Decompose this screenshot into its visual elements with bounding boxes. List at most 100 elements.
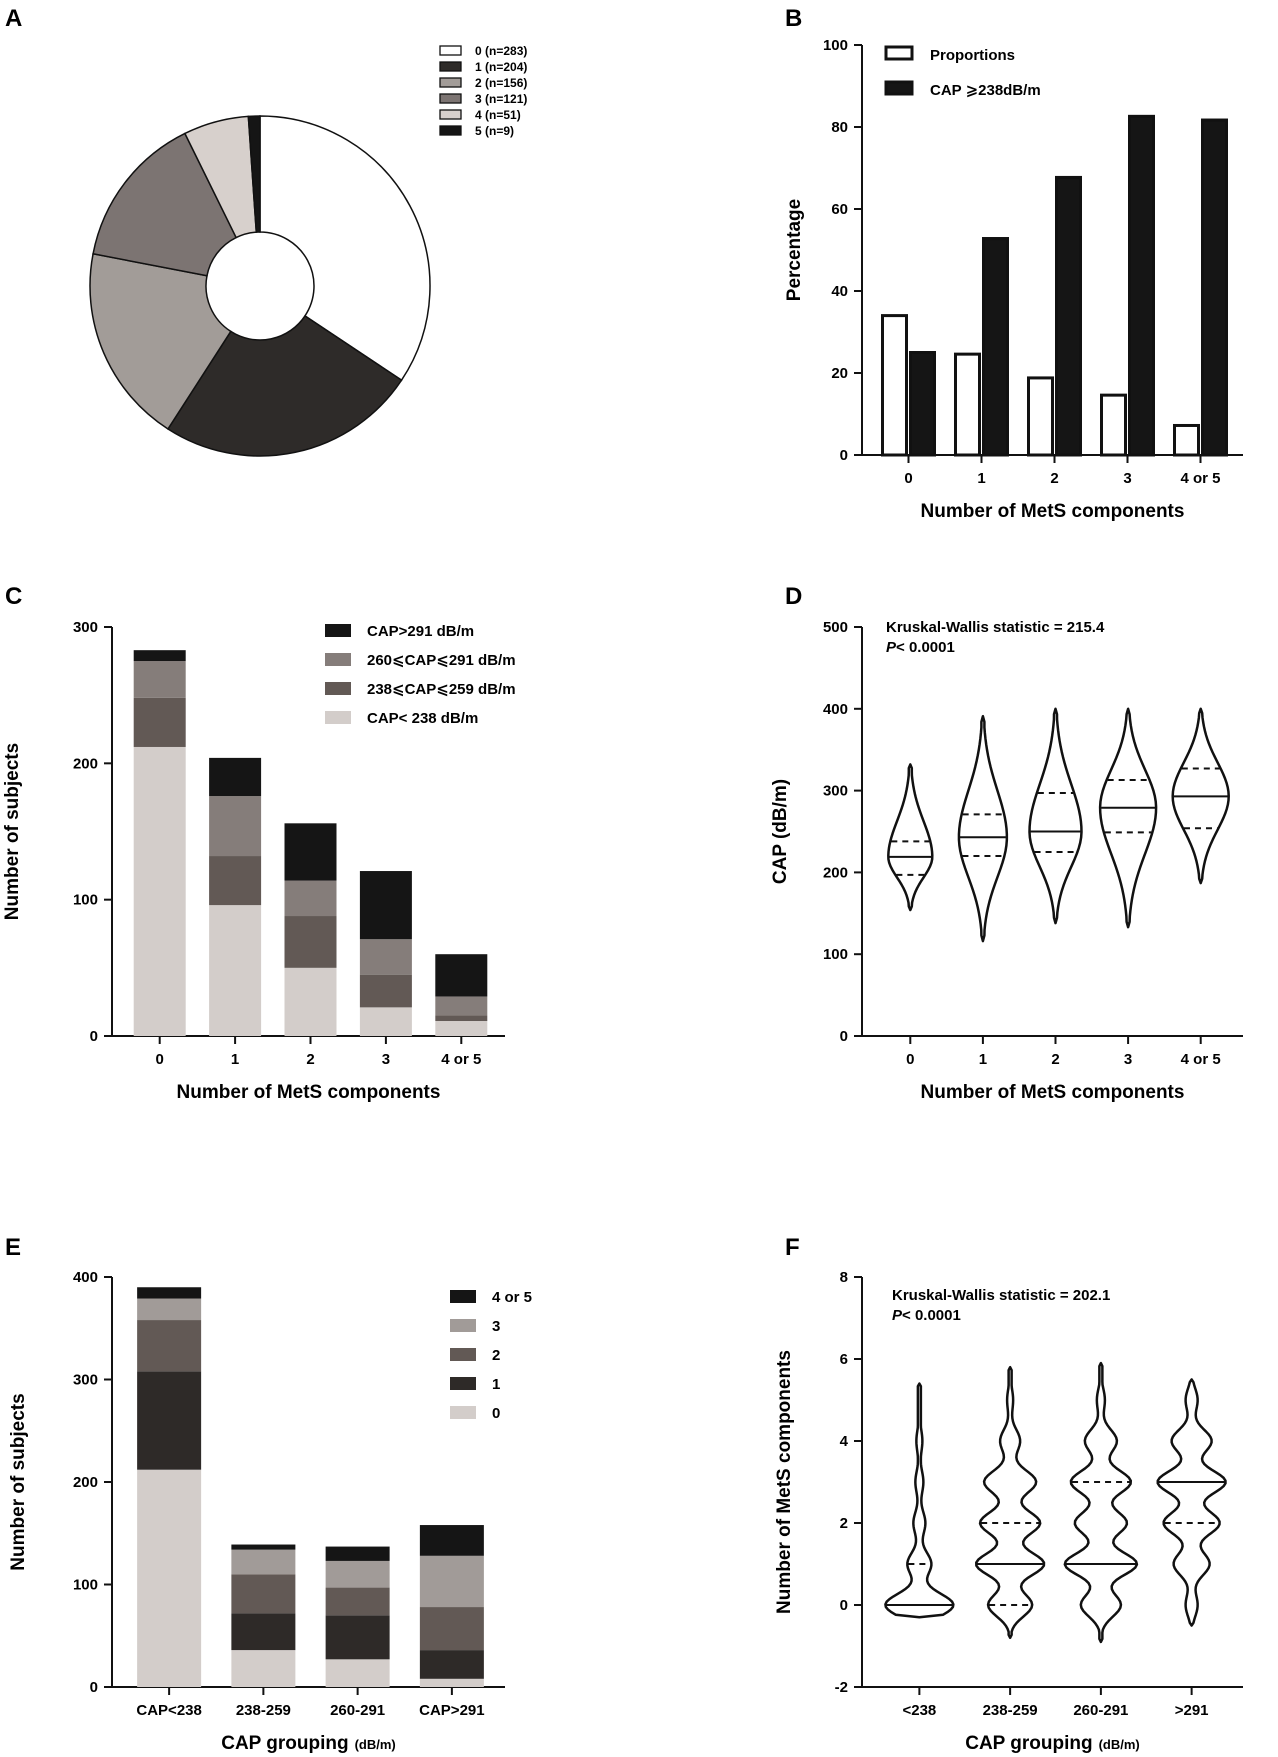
stack-segment [359,939,412,975]
stack-segment [231,1613,296,1651]
legend-swatch [325,624,351,637]
x-tick-label: 4 or 5 [1180,470,1220,487]
y-tick-label: -2 [835,1679,848,1696]
x-tick-label: 2 [1051,1051,1059,1068]
y-tick-label: 200 [73,1474,98,1491]
x-tick-label: 3 [1124,1051,1132,1068]
y-tick-label: 500 [823,619,848,636]
stack-segment [325,1560,390,1588]
stack-segment [359,871,412,940]
x-axis-title: Number of MetS components [921,501,1185,522]
legend-swatch [325,711,351,724]
y-tick-label: 300 [73,619,98,636]
stack-segment [133,697,186,747]
legend-swatch [439,45,462,56]
y-tick-label: 60 [831,201,848,218]
panel-letter: D [785,583,802,610]
stat-annotation: Kruskal-Wallis statistic = 202.1 [892,1287,1110,1304]
stack-segment [419,1650,484,1679]
y-axis-title: CAP (dB/m) [770,779,791,884]
stack-segment [284,916,337,968]
stack-segment [231,1574,296,1614]
x-axis-title-text: Number of MetS components [177,1082,441,1103]
bar-cap [909,351,936,457]
stack-segment [419,1607,484,1651]
y-tick-label: 200 [823,864,848,881]
violin-body [887,763,934,912]
y-tick-label: 100 [823,946,848,963]
stack-segment [359,974,412,1008]
legend-swatch [450,1319,476,1332]
legend-swatch [439,93,462,104]
y-tick-label: 2 [840,1515,848,1532]
panel-d: 0 100 200 300 400 500 0 1 2 3 4 or 5 CAP (dB/m) Numb… [770,583,1243,1103]
stack-segment [209,905,262,1036]
x-tick-label: 1 [231,1051,239,1068]
x-axis-unit: (dB/m) [1099,1737,1140,1752]
stack-segment [419,1555,484,1608]
legend-label: 3 [492,1318,500,1335]
stack-segment [359,1007,412,1036]
y-tick-label: 0 [90,1679,98,1696]
p-value: < 0.0001 [896,639,955,656]
legend-swatch [450,1377,476,1390]
y-tick-label: 300 [823,783,848,800]
legend-label: 4 or 5 [492,1289,532,1306]
violin-body [1098,707,1158,929]
y-tick-label: 40 [831,283,848,300]
legend-swatch [450,1406,476,1419]
y-tick-label: 200 [73,755,98,772]
x-tick-label: 4 or 5 [1181,1051,1221,1068]
x-tick-label: 4 or 5 [441,1051,481,1068]
y-axis-title: Number of MetS components [774,1350,795,1614]
legend-label: Proportions [930,47,1015,64]
stack-segment [435,1015,488,1022]
bar-cap [982,237,1009,457]
legend-label: 238⩽CAP⩽259 dB/m [367,681,516,698]
panel-e: 0 100 200 300 400 CAP<238 238-259 260-291 CAP>29… [5,1234,532,1754]
stat-annotation: Kruskal-Wallis statistic = 215.4 [886,619,1105,636]
violin-body [884,1382,955,1619]
stack-segment [133,650,186,662]
stack-segment [325,1615,390,1660]
legend-swatch [884,45,914,61]
x-axis-title: Number of MetS components [177,1082,441,1103]
legend-label: 260⩽CAP⩽291 dB/m [367,652,516,669]
x-tick-label: 1 [979,1051,987,1068]
x-tick-label: 0 [156,1051,164,1068]
y-tick-label: 400 [823,701,848,718]
panel-letter: C [5,583,22,610]
panel-letter: E [5,1234,21,1261]
y-tick-label: 100 [73,892,98,909]
p-label: P [892,1307,903,1324]
stack-segment [231,1650,296,1687]
y-tick-label: 400 [73,1269,98,1286]
stack-segment [284,967,337,1036]
stack-segment [137,1298,202,1321]
x-tick-label: >291 [1175,1702,1209,1719]
bar-cap [1128,114,1155,457]
x-axis-title: CAP grouping (dB/m) [965,1733,1140,1754]
x-tick-label: 0 [904,470,912,487]
legend-swatch [439,61,462,72]
x-tick-label: 3 [1123,470,1131,487]
x-tick-label: 2 [306,1051,314,1068]
legend-swatch [439,109,462,120]
pie-slice-121 [92,132,238,277]
legend-label: 1 (n=204) [475,60,527,74]
stack-segment [133,746,186,1036]
stack-segment [325,1587,390,1616]
pie-slice-204 [166,314,403,457]
y-tick-label: 8 [840,1269,848,1286]
y-tick-label: 100 [823,37,848,54]
y-tick-label: 0 [840,447,848,464]
x-axis-title: Number of MetS components [921,1082,1185,1103]
legend-label: 2 [492,1347,500,1364]
y-axis-title: Percentage [784,199,805,301]
legend-label: CAP>291 dB/m [367,623,474,640]
x-tick-label: 3 [382,1051,390,1068]
y-tick-label: 0 [90,1028,98,1045]
legend-label: 0 (n=283) [475,44,527,58]
panel-letter: A [5,5,22,32]
